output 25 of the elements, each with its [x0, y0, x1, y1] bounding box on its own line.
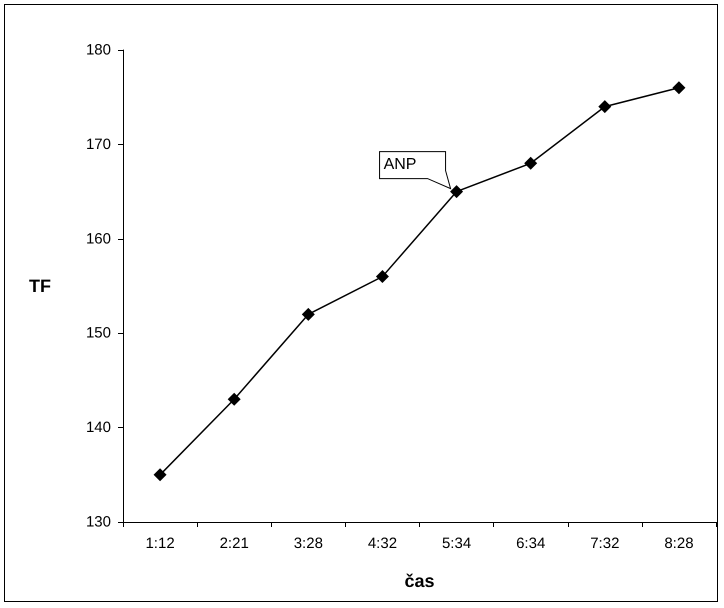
point — [302, 308, 315, 321]
x-axis-title: čas — [404, 571, 435, 591]
y-tick-label: 180 — [86, 42, 111, 58]
y-axis-title: TF — [29, 276, 51, 296]
x-tick-label: 7:32 — [590, 535, 620, 552]
point — [228, 392, 241, 406]
x-tick-label: 2:21 — [220, 535, 249, 552]
point — [598, 100, 612, 114]
x-tick-label: 4:32 — [368, 535, 398, 552]
y-tick-label: 160 — [86, 230, 111, 248]
point — [376, 270, 389, 284]
point — [672, 81, 686, 94]
point — [154, 468, 167, 482]
x-tick-label: 8:28 — [664, 535, 694, 552]
annotation: ANP — [384, 156, 416, 174]
y-tick-label: 130 — [86, 514, 111, 530]
point — [450, 185, 464, 198]
x-tick-label: 3:28 — [294, 535, 323, 552]
point — [524, 156, 538, 170]
y-tick-label: 150 — [86, 324, 111, 342]
x-tick-label: 6:34 — [516, 535, 546, 552]
y-tick-label: 170 — [86, 136, 111, 153]
x-tick-label: 1:12 — [145, 535, 175, 552]
x-tick-label: 5:34 — [442, 535, 472, 552]
y-tick-label: 140 — [86, 419, 111, 436]
